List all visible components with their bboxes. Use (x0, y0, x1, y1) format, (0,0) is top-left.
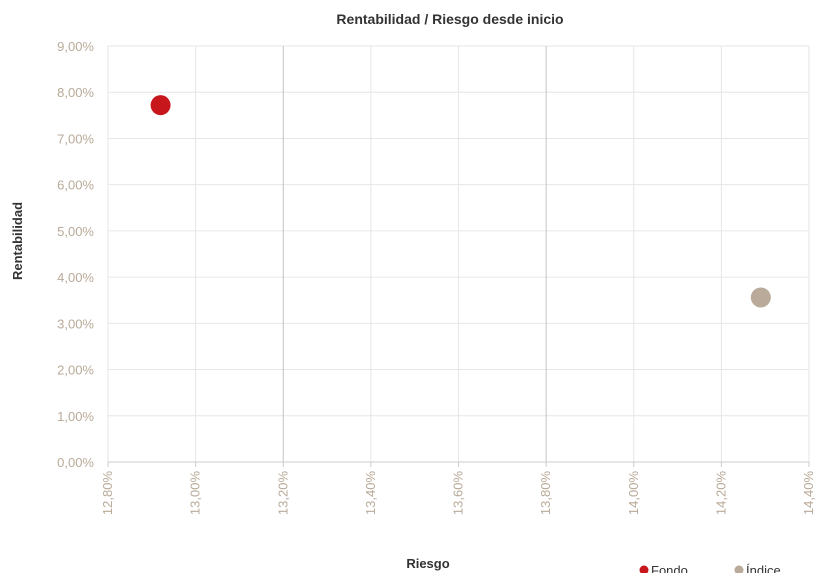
y-tick-label: 7,00% (57, 131, 94, 146)
x-tick-label: 13,00% (188, 471, 203, 516)
data-point-fondo[interactable] (150, 95, 171, 116)
x-tick-label: 14,40% (801, 471, 816, 516)
x-tick-label: 13,40% (363, 471, 378, 516)
legend-marker-fondo (639, 565, 649, 575)
axes (107, 461, 810, 467)
y-tick-label: 9,00% (57, 39, 94, 54)
x-tick-label: 13,20% (275, 471, 290, 516)
y-tick-label: 5,00% (57, 224, 94, 239)
data-points (150, 95, 771, 308)
data-point-indice[interactable] (750, 287, 771, 308)
y-tick-label: 4,00% (57, 270, 94, 285)
chart-title: Rentabilidad / Riesgo desde inicio (336, 11, 563, 27)
x-axis-title: Riesgo (406, 556, 449, 571)
y-tick-label: 8,00% (57, 85, 94, 100)
x-tick-label: 12,80% (100, 471, 115, 516)
legend-marker-indice (734, 565, 744, 575)
legend-item-fondo[interactable]: Fondo (639, 563, 688, 578)
x-tick-label: 13,80% (538, 471, 553, 516)
legend-label-indice: Índice (746, 563, 781, 573)
y-tick-label: 1,00% (57, 409, 94, 424)
x-tick-label: 14,00% (626, 471, 641, 516)
legend: Fondo Índice (639, 563, 781, 578)
y-axis-title: Rentabilidad (10, 202, 25, 280)
tick-labels: 0,00% 1,00% 2,00% 3,00% 4,00% 5,00% 6,00% 7,00%… (57, 39, 816, 515)
y-tick-label: 6,00% (57, 178, 94, 193)
grid-lines (107, 45, 810, 463)
y-tick-label: 0,00% (57, 455, 94, 470)
x-tick-label: 14,20% (713, 471, 728, 516)
legend-label-fondo: Fondo (651, 563, 688, 573)
y-tick-label: 3,00% (57, 316, 94, 331)
legend-item-indice[interactable]: Índice (734, 563, 781, 578)
x-tick-label: 13,60% (451, 471, 466, 516)
y-tick-label: 2,00% (57, 363, 94, 378)
